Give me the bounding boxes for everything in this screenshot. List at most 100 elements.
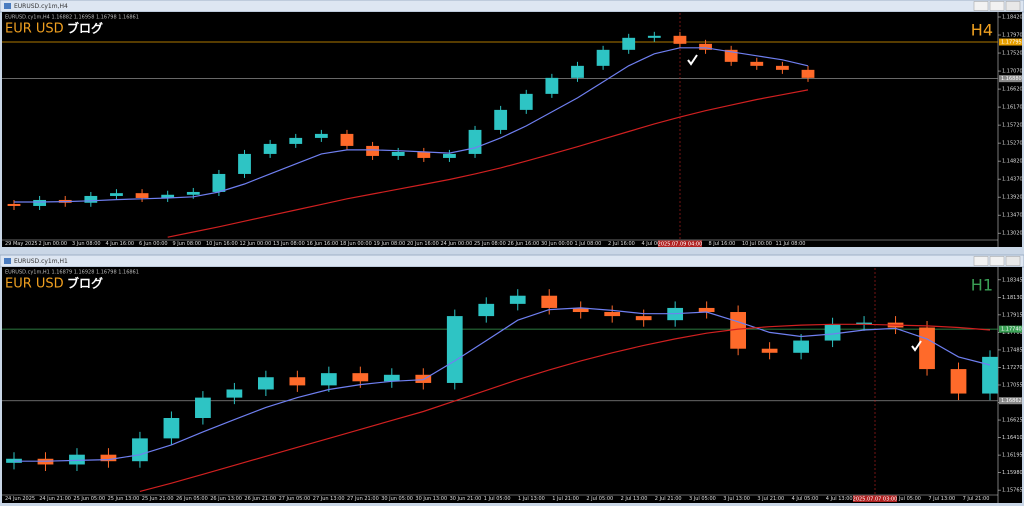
y-tick-label: 1.17915 [1002,312,1023,318]
x-tick-label: 1 Jul 05:00 [484,496,511,502]
y-tick-label: 1.17520 [1002,51,1023,57]
brand-suffix: ブログ [67,21,103,36]
moving-average [167,89,809,238]
window-title: EURUSD.cy1m,H1 [14,258,68,265]
x-tick-label: 10 Jun 16:00 [206,241,238,247]
x-tick-label: 3 Jul 21:00 [757,496,784,502]
y-tick-label: 1.16410 [1002,435,1023,441]
x-tick-label: 26 Jun 05:00 [176,496,208,502]
y-tick-label: 1.17055 [1002,382,1023,388]
cursor-label: 2025.07.07 03:00 [853,496,898,502]
candle-body [366,145,379,156]
x-tick-label: 2 Jul 16:00 [608,241,635,247]
x-tick-label: 24 Jun 2025 [5,496,35,502]
y-tick-label: 1.17970 [1002,33,1023,39]
window-button[interactable] [1005,256,1021,266]
candle-body [604,312,621,317]
y-tick-label: 1.15720 [1002,123,1023,129]
price-line-box [999,397,1022,405]
candle-body [163,418,180,439]
candle-body [622,37,636,50]
price-line-label: 1.16880 [1001,76,1022,82]
y-tick-label: 1.13920 [1002,195,1023,201]
x-tick-label: 4 Jul 13:00 [826,496,853,502]
window-button[interactable] [989,256,1005,266]
candle-body [509,295,526,304]
candle-body [161,194,175,198]
y-tick-label: 1.16170 [1002,105,1023,111]
y-tick-label: 1.16195 [1002,453,1023,459]
x-tick-label: 1 Jul 21:00 [552,496,579,502]
x-tick-label: 11 Jul 08:00 [776,241,806,247]
x-tick-label: 25 Jun 08:00 [474,241,506,247]
x-tick-label: 2 Jul 13:00 [621,496,648,502]
y-tick-label: 1.17070 [1002,69,1023,75]
x-tick-label: 25 Jun 13:00 [108,496,140,502]
candle-body [950,369,967,394]
candle-body [340,133,354,146]
ohlc-header: EURUSD.cy1m,H1 1.16879 1.16928 1.16798 1… [5,270,139,276]
y-tick-label: 1.16620 [1002,87,1023,93]
window-button[interactable] [973,1,989,11]
window-button[interactable] [989,1,1005,11]
y-tick-label: 1.13020 [1002,231,1023,237]
x-tick-label: 24 Jun 21:00 [39,496,71,502]
candle-body [478,303,495,317]
candle-body [186,191,200,195]
x-tick-label: 4 Jun 16:00 [106,241,135,247]
x-tick-label: 30 Jun 21:00 [450,496,482,502]
x-tick-label: 1 Jul 13:00 [518,496,545,502]
candle-body [391,151,405,156]
x-tick-label: 7 Jul 13:00 [928,496,955,502]
candle-body [647,35,661,38]
x-tick-label: 4 Jul 00:00 [642,241,669,247]
candle-body [572,307,589,313]
candle-body [596,49,610,66]
candle-body [982,356,998,394]
candle-body [446,316,463,383]
x-tick-label: 16 Jun 16:00 [307,241,339,247]
title-bar [0,254,1024,268]
candle-body [110,193,123,196]
x-tick-label: 30 Jun 05:00 [381,496,413,502]
candle-body [263,143,277,154]
candle-body [132,438,148,462]
x-tick-label: 27 Jun 13:00 [313,496,345,502]
y-tick-label: 1.17270 [1002,365,1023,371]
x-tick-label: 6 Jun 00:00 [139,241,168,247]
candle-body [635,316,652,321]
x-tick-label: 2 Jul 21:00 [655,496,682,502]
candle-body [212,173,226,192]
x-tick-label: 26 Jun 13:00 [210,496,242,502]
candle-body [801,69,815,78]
cursor-label: 2025.07.09 04:00 [658,241,703,247]
candle-body [69,454,85,465]
chart-area [2,267,1022,503]
x-tick-label: 7 Jul 05:00 [894,496,921,502]
candle-body [195,397,211,418]
x-tick-label: 19 Jun 08:00 [374,241,406,247]
y-tick-label: 1.16625 [1002,418,1023,424]
y-tick-label: 1.14370 [1002,177,1023,183]
x-tick-label: 26 Jun 16:00 [508,241,540,247]
candle-body [541,295,558,308]
chart-area [2,12,1022,247]
window-button[interactable] [1005,1,1021,11]
x-tick-label: 27 Jun 05:00 [279,496,311,502]
moving-average [139,323,991,492]
price-line-label: 1.17795 [1001,40,1022,46]
timeframe-label: H1 [971,276,993,295]
y-tick-label: 1.18420 [1002,15,1023,21]
x-tick-label: 25 Jun 05:00 [73,496,105,502]
candle-body [314,133,328,138]
candle-body [468,129,482,154]
candle-body [289,137,303,144]
x-tick-label: 8 Jul 16:00 [709,241,736,247]
candle-body [750,61,764,66]
x-tick-label: 7 Jul 21:00 [963,496,990,502]
candle-body [698,307,715,313]
x-tick-label: 24 Jun 00:00 [441,241,473,247]
window-button[interactable] [973,256,989,266]
